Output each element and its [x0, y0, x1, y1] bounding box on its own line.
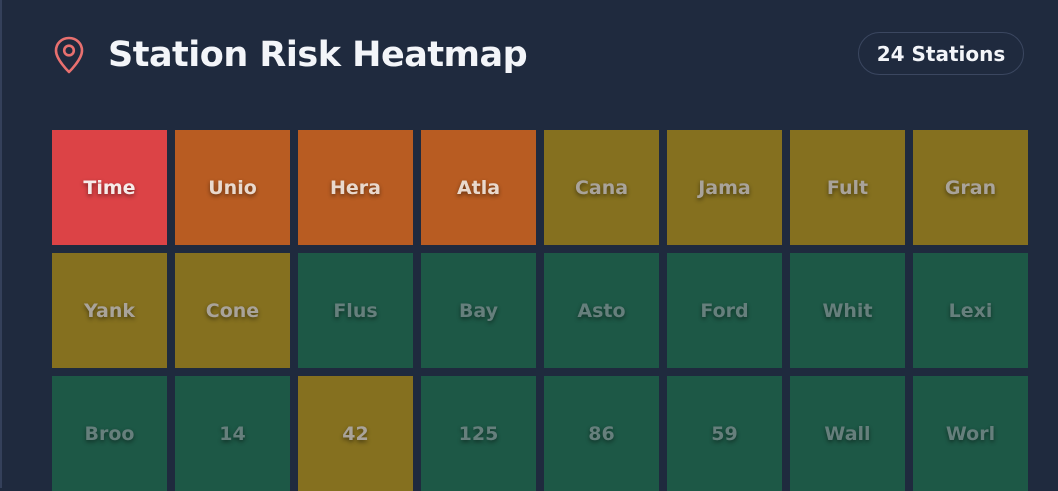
heatmap-cell[interactable]: Hera: [298, 130, 413, 245]
heatmap-cell[interactable]: Wall: [790, 376, 905, 491]
heatmap-cell[interactable]: 125: [421, 376, 536, 491]
heatmap-cell[interactable]: Worl: [913, 376, 1028, 491]
heatmap-cell[interactable]: Jama: [667, 130, 782, 245]
heatmap-cell[interactable]: Broo: [52, 376, 167, 491]
heatmap-cell[interactable]: 14: [175, 376, 290, 491]
station-count-badge: 24 Stations: [858, 32, 1024, 75]
page-title: Station Risk Heatmap: [108, 35, 528, 75]
heatmap-cell[interactable]: Unio: [175, 130, 290, 245]
heatmap-cell[interactable]: Flus: [298, 253, 413, 368]
heatmap-cell[interactable]: Gran: [913, 130, 1028, 245]
heatmap-cell[interactable]: Lexi: [913, 253, 1028, 368]
heatmap-cell[interactable]: 86: [544, 376, 659, 491]
heatmap-cell[interactable]: Time: [52, 130, 167, 245]
heatmap-grid: Time Unio Hera Atla Cana Jama Fult Gran Yank Cone…: [52, 130, 1028, 491]
heatmap-cell[interactable]: 42: [298, 376, 413, 491]
heatmap-cell[interactable]: Fult: [790, 130, 905, 245]
heatmap-cell[interactable]: Cana: [544, 130, 659, 245]
heatmap-cell[interactable]: Atla: [421, 130, 536, 245]
map-pin-icon: [54, 36, 84, 74]
heatmap-cell[interactable]: Ford: [667, 253, 782, 368]
heatmap-cell[interactable]: 59: [667, 376, 782, 491]
panel-header: Station Risk Heatmap: [52, 30, 528, 80]
heatmap-cell[interactable]: Yank: [52, 253, 167, 368]
heatmap-cell[interactable]: Whit: [790, 253, 905, 368]
heatmap-cell[interactable]: Asto: [544, 253, 659, 368]
heatmap-cell[interactable]: Bay: [421, 253, 536, 368]
heatmap-cell[interactable]: Cone: [175, 253, 290, 368]
